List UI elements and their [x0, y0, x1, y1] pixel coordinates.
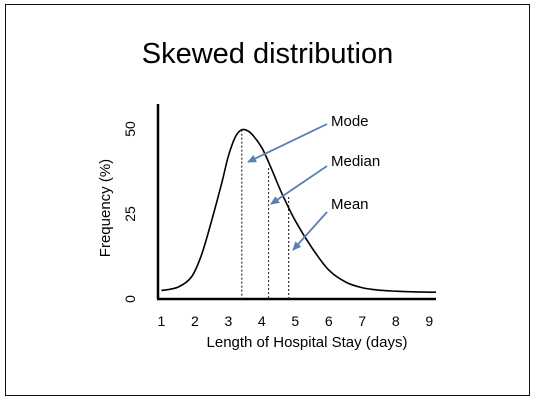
arrow-mean	[292, 211, 328, 251]
arrow-median	[270, 165, 328, 205]
slide-title: Skewed distribution	[141, 38, 394, 70]
x-tick-label: 9	[425, 313, 433, 329]
x-tick-label: 6	[325, 313, 333, 329]
x-tick-label: 2	[191, 313, 199, 329]
y-axis-title: Frequency (%)	[97, 159, 114, 257]
x-tick-label: 3	[224, 313, 232, 329]
x-axis-title: Length of Hospital Stay (days)	[207, 334, 408, 351]
annotation-label-mode: Mode	[331, 113, 369, 130]
x-tick-label: 1	[157, 313, 165, 329]
x-tick-label: 8	[392, 313, 400, 329]
x-tick-label: 7	[358, 313, 366, 329]
x-tick-label: 5	[291, 313, 299, 329]
arrow-mode	[247, 123, 328, 163]
annotation-label-mean: Mean	[331, 196, 369, 213]
y-tick-label: 25	[122, 206, 138, 222]
annotation-label-median: Median	[331, 153, 380, 170]
y-tick-label: 50	[122, 121, 138, 137]
y-tick-label: 0	[122, 295, 138, 303]
distribution-curve	[161, 128, 437, 294]
x-tick-label: 4	[258, 313, 266, 329]
slide-frame: Skewed distribution	[5, 4, 530, 396]
